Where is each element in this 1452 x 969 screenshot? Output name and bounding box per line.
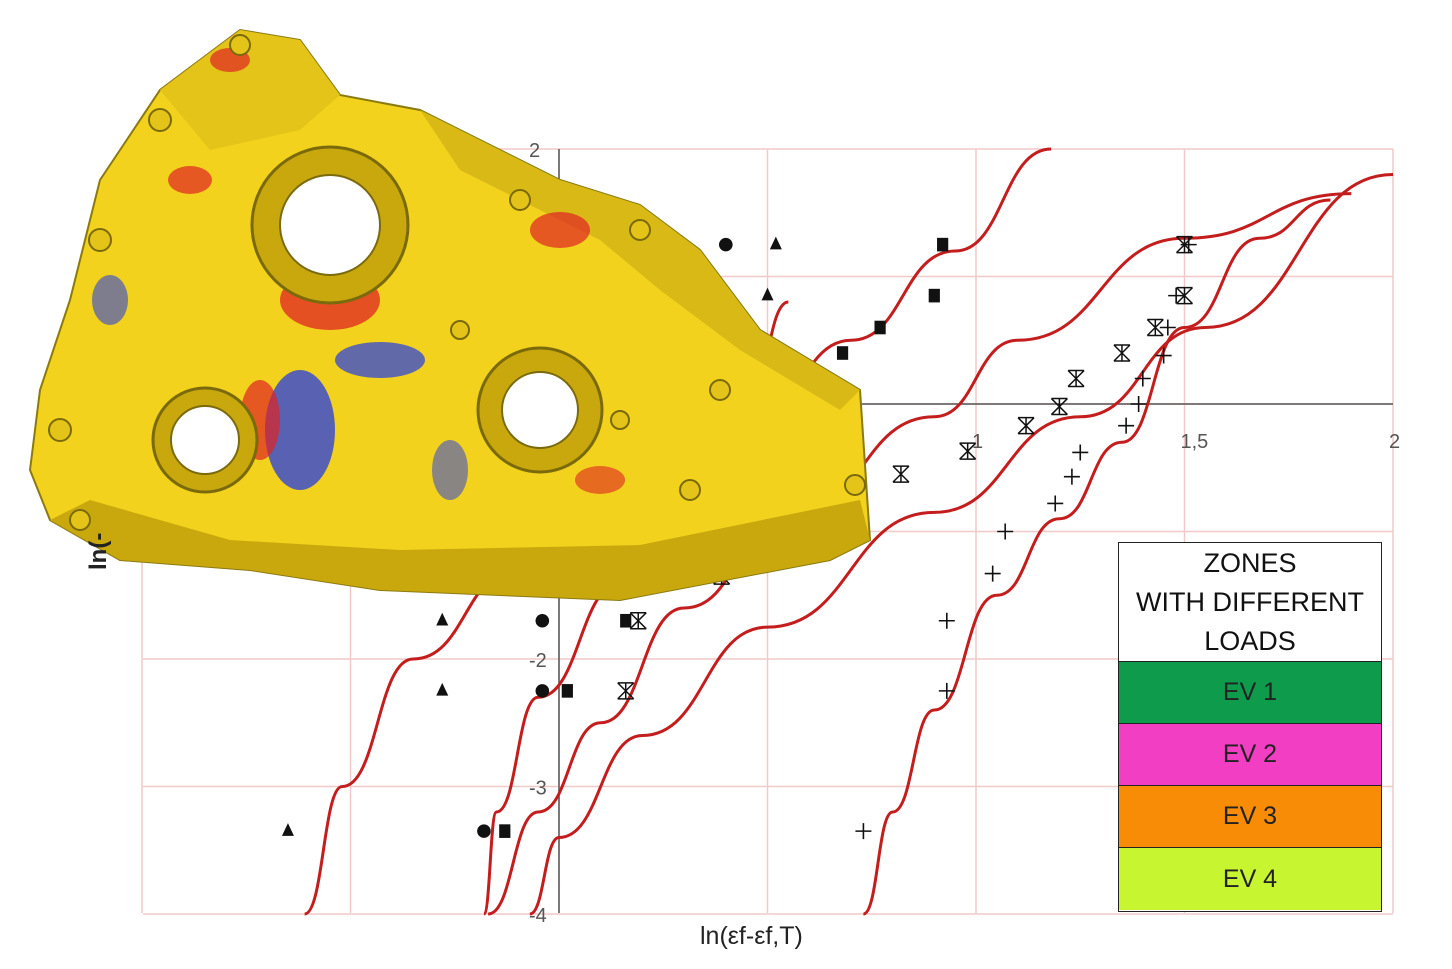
fit-curve <box>529 173 1394 916</box>
y-tick-label: -4 <box>529 905 547 927</box>
zones-legend: ZONES WITH DIFFERENT LOADS EV 1 EV 2 EV … <box>1118 542 1382 912</box>
data-point-asterisk <box>1146 318 1164 337</box>
y-tick-label: -3 <box>529 778 547 800</box>
data-point-asterisk <box>1017 416 1035 435</box>
data-point-plus <box>1134 370 1151 387</box>
legend-item-ev2: EV 2 <box>1119 724 1381 786</box>
data-point-asterisk <box>1113 344 1131 362</box>
y-tick-label: -2 <box>529 650 547 672</box>
data-point-plus <box>938 682 955 699</box>
data-point-triangle <box>769 236 782 250</box>
data-point-plus <box>1072 444 1089 461</box>
data-point-circle <box>719 237 733 252</box>
data-point-square <box>836 346 849 360</box>
y-axis-label: ln(- <box>85 532 112 570</box>
data-point-square <box>928 288 940 303</box>
data-points <box>281 235 1197 840</box>
data-point-triangle <box>436 682 449 696</box>
data-point-asterisk <box>892 465 910 483</box>
legend-item-ev3: EV 3 <box>1119 786 1381 848</box>
legend-item-ev1: EV 1 <box>1119 662 1381 724</box>
legend-label: EV 2 <box>1222 740 1278 768</box>
data-point-square <box>874 320 886 335</box>
data-point-asterisk <box>959 442 977 460</box>
x-tick-label: 1,5 <box>1181 431 1209 453</box>
x-tick-label: 1 <box>972 431 983 453</box>
data-point-plus <box>1155 347 1172 364</box>
data-point-plus <box>1159 319 1176 336</box>
fit-curve <box>862 198 1331 916</box>
data-point-triangle <box>281 823 294 836</box>
data-point-plus <box>938 612 955 629</box>
legend-label: EV 1 <box>1222 678 1278 706</box>
data-point-circle <box>535 613 550 628</box>
data-point-plus <box>1063 468 1080 485</box>
data-point-asterisk <box>1175 286 1194 305</box>
tick-labels: 011,5220-2-3-4 <box>529 140 1400 927</box>
housing-top <box>160 30 340 150</box>
data-point-plus <box>997 523 1014 540</box>
bolt-bosses <box>48 34 866 531</box>
data-point-plus <box>1118 417 1135 434</box>
data-point-square <box>561 684 573 698</box>
legend-item-ev4: EV 4 <box>1119 848 1381 910</box>
data-point-plus <box>855 823 872 840</box>
data-point-asterisk <box>629 612 647 630</box>
data-point-plus <box>984 565 1001 582</box>
housing-base-shade <box>50 500 870 600</box>
data-point-square <box>499 824 511 838</box>
data-point-circle <box>535 684 550 698</box>
gearbox-housing-image <box>28 28 872 602</box>
data-point-square <box>937 237 949 252</box>
data-point-square <box>620 613 632 628</box>
data-point-asterisk <box>1067 369 1085 388</box>
legend-title: ZONES WITH DIFFERENT LOADS <box>1119 543 1381 662</box>
data-point-plus <box>1130 396 1147 412</box>
data-point-asterisk <box>1050 397 1068 416</box>
y-tick-label: 2 <box>529 140 540 162</box>
data-point-triangle <box>436 612 449 626</box>
legend-label: EV 3 <box>1222 802 1278 830</box>
data-point-asterisk <box>617 682 635 700</box>
data-point-circle <box>477 824 491 838</box>
bore-holes <box>151 145 604 494</box>
data-point-plus <box>1047 495 1064 512</box>
x-axis-label: ln(εf-εf,T) <box>700 922 803 950</box>
housing-rim <box>420 110 860 410</box>
legend-label: EV 4 <box>1222 864 1278 893</box>
data-point-triangle <box>761 287 774 301</box>
x-tick-label: 2 <box>1389 431 1400 453</box>
data-point-plus <box>1168 287 1185 304</box>
data-point-plus <box>1180 236 1197 253</box>
